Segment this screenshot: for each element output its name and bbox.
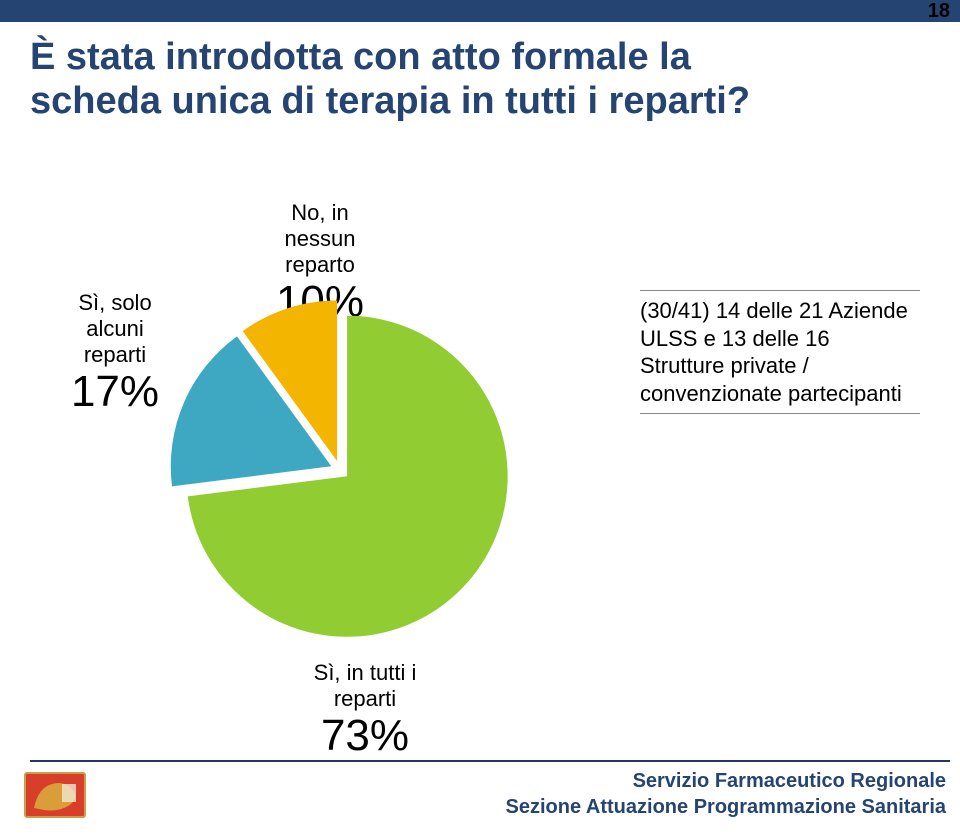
pie-svg bbox=[170, 300, 510, 640]
pie-svg-wrap bbox=[170, 300, 510, 640]
title-block: È stata introdotta con atto formale la s… bbox=[30, 36, 830, 123]
slice-label-text: Sì, in tutti i reparti bbox=[314, 660, 417, 711]
slice-label-tutti: Sì, in tutti i reparti 73% bbox=[285, 660, 445, 758]
slice-label-pct: 17% bbox=[60, 370, 170, 414]
footer-line1: Servizio Farmaceutico Regionale bbox=[506, 768, 946, 794]
slice-label-text: Sì, solo alcuni reparti bbox=[78, 290, 151, 367]
info-box: (30/41) 14 delle 21 Aziende ULSS e 13 de… bbox=[640, 290, 920, 414]
top-accent-bar bbox=[0, 0, 960, 22]
page-title: È stata introdotta con atto formale la s… bbox=[30, 36, 830, 123]
slice-label-text: No, in nessun reparto bbox=[285, 200, 356, 277]
footer-line2: Sezione Attuazione Programmazione Sanita… bbox=[506, 794, 946, 820]
crest-icon bbox=[22, 770, 88, 820]
info-text: (30/41) 14 delle 21 Aziende ULSS e 13 de… bbox=[640, 298, 908, 406]
slice-label-pct: 73% bbox=[285, 714, 445, 758]
pie-chart: Sì, solo alcuni reparti 17% No, in nessu… bbox=[60, 200, 600, 680]
footer: Servizio Farmaceutico Regionale Sezione … bbox=[0, 760, 960, 835]
slice-label-alcuni: Sì, solo alcuni reparti 17% bbox=[60, 290, 170, 414]
footer-text: Servizio Farmaceutico Regionale Sezione … bbox=[506, 768, 946, 820]
page-number: 18 bbox=[928, 0, 950, 23]
footer-divider bbox=[30, 760, 950, 762]
